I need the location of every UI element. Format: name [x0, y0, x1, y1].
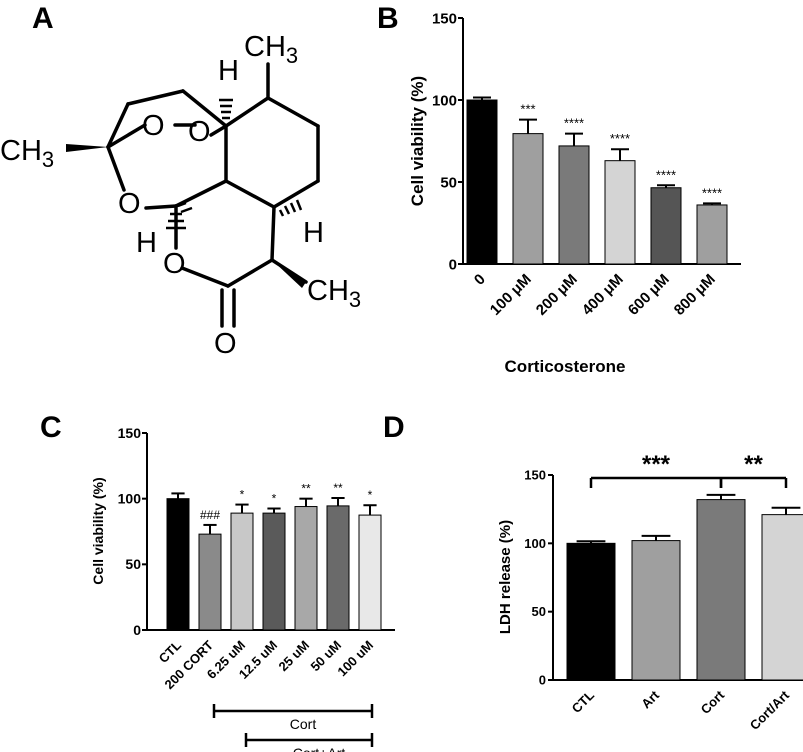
label-ch3-top: CH3 [244, 31, 298, 68]
chart-c-significance-label: * [240, 488, 245, 502]
chart-b-category-label: 200 μM [533, 271, 581, 319]
chart-c-bar [294, 506, 318, 631]
chart-b-bar [650, 187, 682, 265]
chart-b-significance-label: **** [564, 116, 584, 131]
chart-b-y-tick-label: 50 [440, 174, 457, 191]
chart-c-significance-label: ** [301, 482, 311, 496]
panel-letter-d: D [383, 411, 405, 444]
chart-b-y-tick-label: 0 [449, 256, 457, 273]
label-ch3-left: CH3 [0, 135, 54, 172]
chart-b-significance-label: **** [702, 185, 722, 200]
chart-d-bar [631, 540, 681, 681]
label-o-ether: O [118, 188, 141, 220]
chart-b-significance-label: **** [610, 131, 630, 146]
stereo-bonds [66, 98, 306, 288]
chart-c-category-label: 25 uM [275, 638, 312, 675]
chart-b-y-axis-title: Cell viability (%) [408, 76, 427, 206]
chart-c-bar [230, 512, 254, 631]
chart-c-significance-label: ### [200, 508, 220, 522]
chart-b-category-label: 600 μM [625, 271, 673, 319]
chart-d-bar [566, 542, 616, 681]
chart-d-y-tick-label: 100 [524, 536, 546, 551]
chart-c-category-label: 100 uM [334, 638, 376, 680]
chart-d-category-label: CTL [569, 687, 598, 716]
chart-c-y-axis-title: Cell viability (%) [90, 477, 106, 584]
chart-c-category-label: CTL [156, 637, 185, 666]
label-h-right: H [303, 217, 324, 249]
chart-d: 0 50 100 150 CTL Art Cort Cort/Art LDH release (… [497, 451, 803, 733]
chart-d-comparison-label: ** [744, 451, 763, 478]
chart-b-bar [558, 145, 590, 265]
chart-d-category-label: Art [638, 687, 662, 711]
label-o-peroxide-2: O [188, 116, 211, 148]
label-h-left: H [136, 227, 157, 259]
chart-c-y-tick-label: 0 [133, 622, 141, 638]
label-h-top: H [218, 55, 239, 87]
chart-d-bar [761, 514, 803, 681]
chart-b-category-label: 400 μM [579, 271, 627, 319]
chart-b-bar [466, 99, 498, 265]
chart-c-bar [358, 514, 382, 631]
chart-d-category-label: Cort/Art [747, 687, 793, 733]
chart-d-bar [696, 499, 746, 681]
chart-c-y-tick-label: 100 [118, 491, 142, 507]
chart-b-y-tick-label: 100 [432, 92, 457, 109]
chart-b-bar [512, 133, 544, 265]
chart-d-comparison-label: *** [642, 451, 671, 478]
chart-b-category-label: 800 μM [671, 271, 719, 319]
chart-b-category-label: 100 μM [487, 271, 535, 319]
chart-c-bar [166, 498, 190, 631]
chart-d-y-axis-title: LDH release (%) [497, 520, 514, 634]
label-ch3-right: CH3 [307, 275, 361, 312]
panel-letter-b: B [377, 2, 399, 35]
chart-b-bar [604, 160, 636, 265]
chart-c-y-tick-label: 150 [118, 425, 142, 441]
chart-c-y-tick-label: 50 [125, 556, 141, 572]
chart-c-bar [198, 533, 222, 631]
chart-c-bracket-label: Cort [290, 716, 317, 732]
chart-b-significance-label: **** [656, 167, 676, 182]
chart-d-y-tick-label: 0 [539, 673, 546, 688]
chart-c-bracket-label: Cort+Art [293, 745, 346, 752]
chart-b-x-axis-title: Corticosterone [505, 357, 626, 376]
chart-c-significance-label: * [368, 488, 373, 502]
label-o-lactone: O [163, 248, 186, 280]
chart-b-y-tick-label: 150 [432, 10, 457, 27]
chart-d-y-tick-label: 50 [532, 604, 546, 619]
chart-d-y-tick-label: 150 [524, 468, 546, 483]
chart-c-significance-label: * [272, 492, 277, 506]
chart-c-bar [326, 505, 350, 631]
chart-c-bar [262, 512, 286, 631]
panel-letter-c: C [40, 411, 62, 444]
chart-b-category-label: 0 [471, 271, 489, 289]
panel-letter-a: A [32, 2, 54, 35]
label-o-carbonyl: O [214, 328, 237, 360]
chart-c-significance-label: ** [333, 481, 343, 495]
label-o-peroxide-1: O [142, 110, 165, 142]
chart-d-category-label: Cort [698, 687, 728, 717]
chart-b-bar [696, 204, 728, 265]
chart-b-significance-label: *** [520, 102, 535, 117]
